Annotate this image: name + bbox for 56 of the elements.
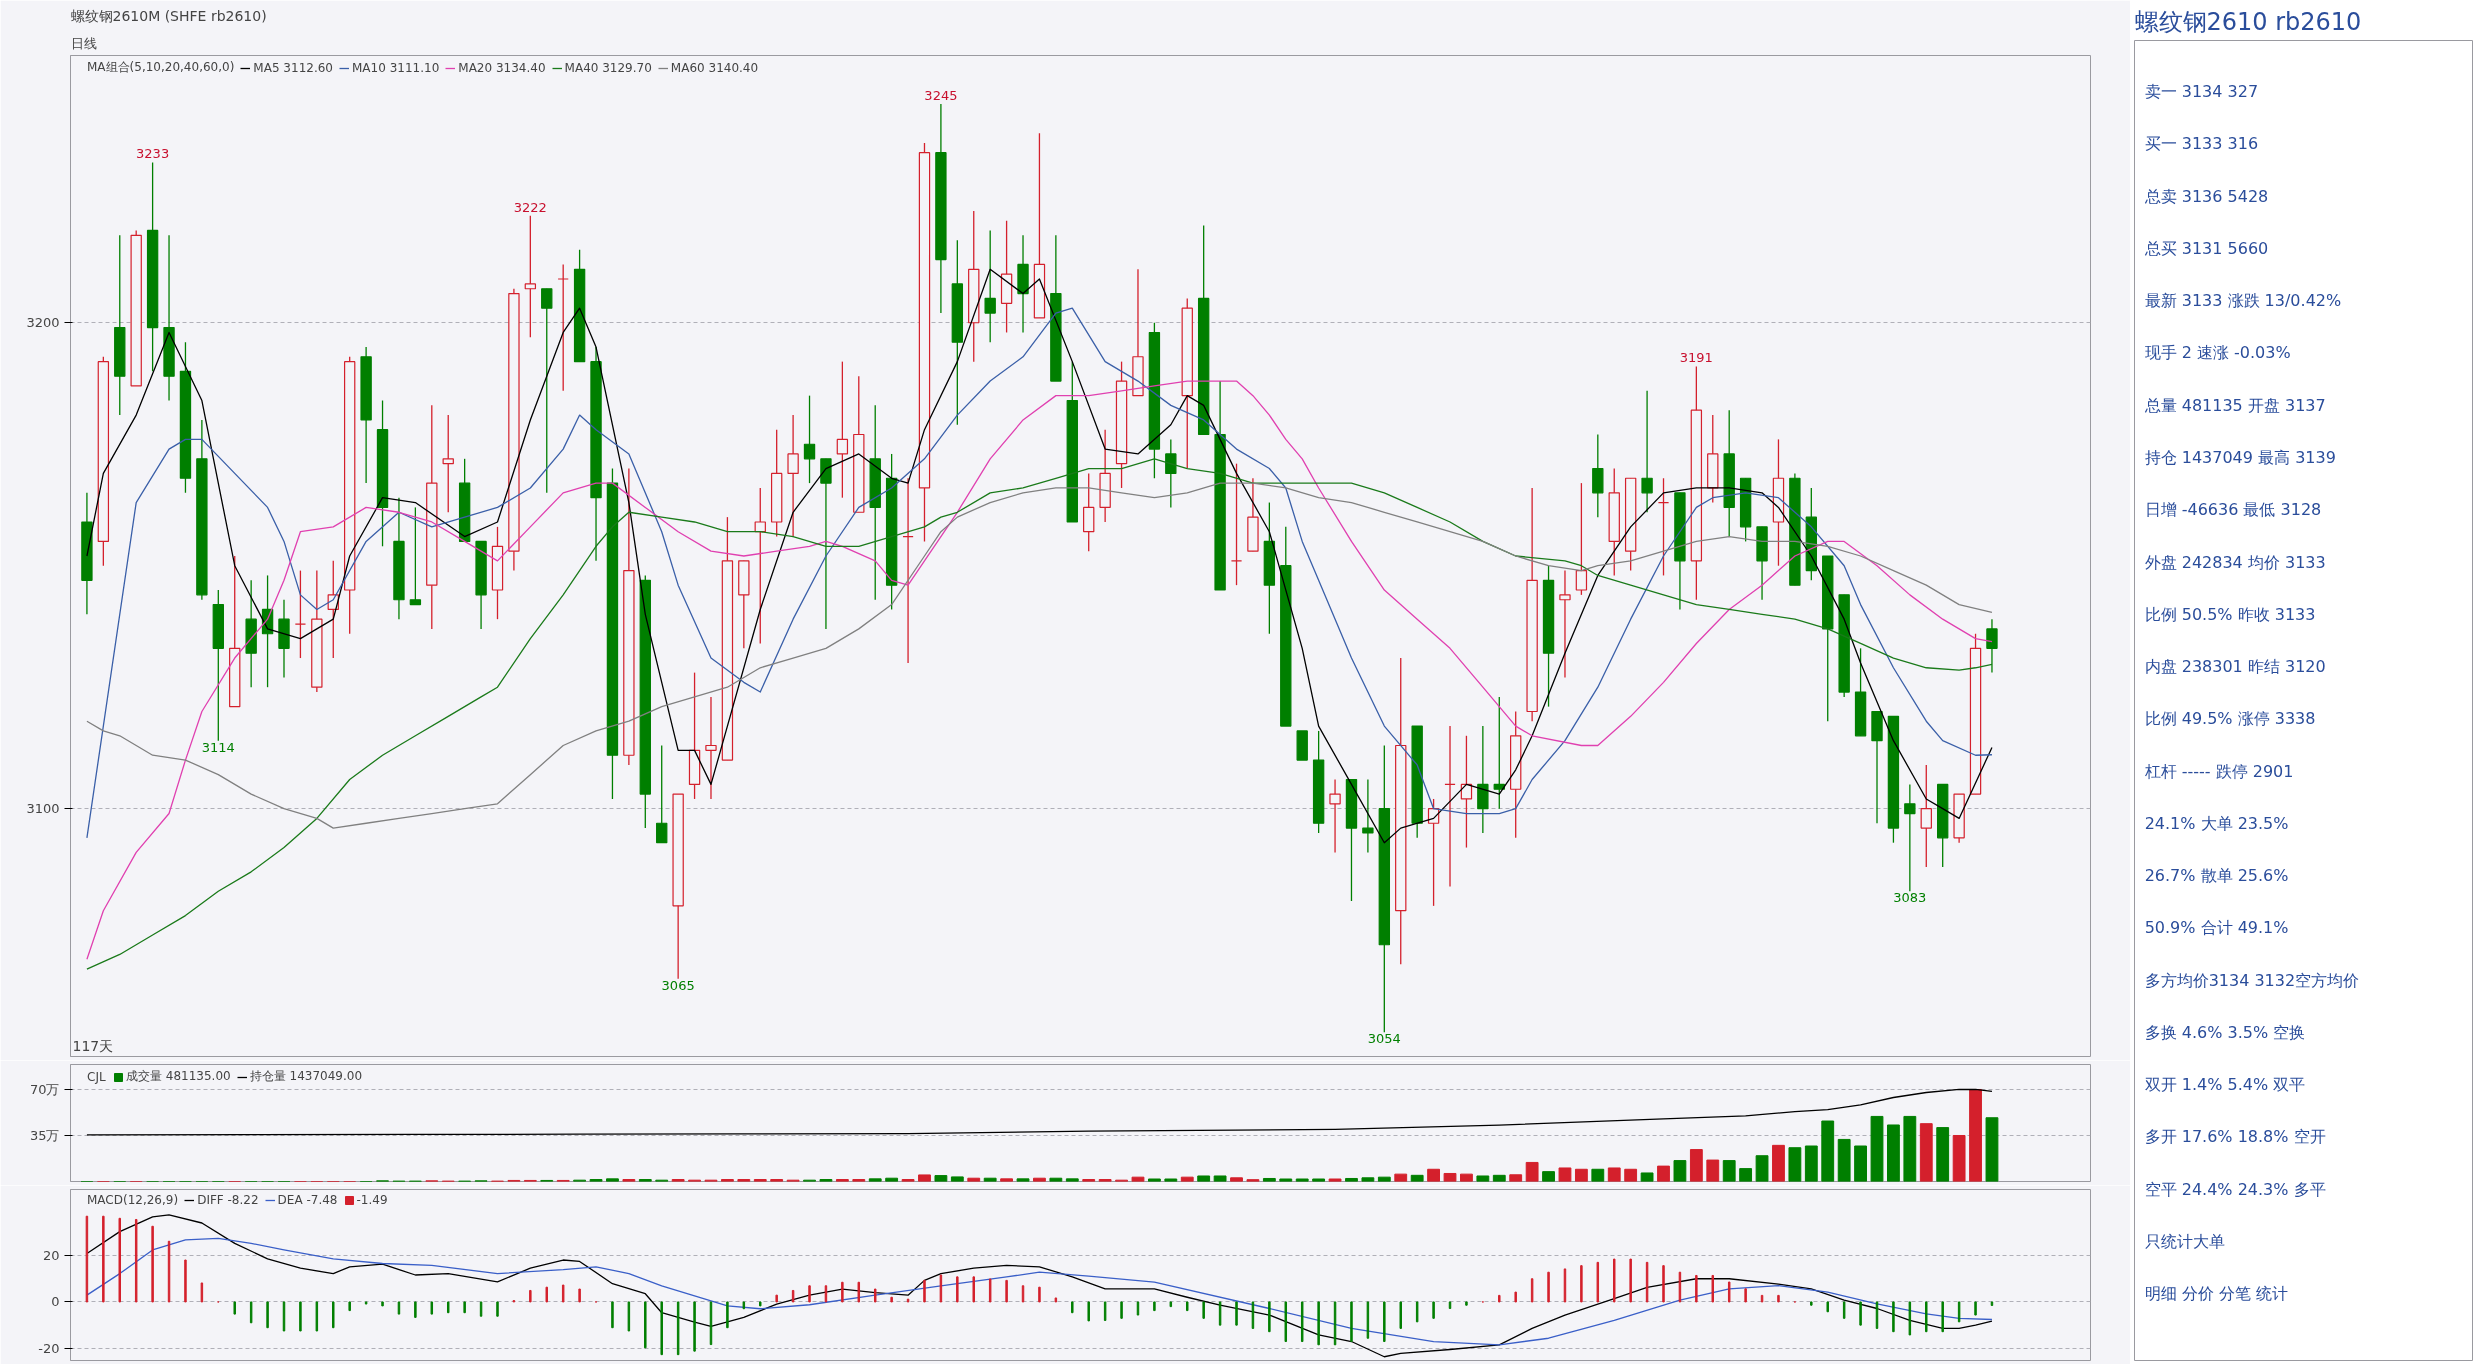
legend-title: CJL — [87, 1069, 107, 1084]
text: 螺纹钢2610 rb2610 — [2134, 7, 2362, 36]
annotation: 3191 — [1679, 350, 1713, 366]
text: 总买 3131 5660 — [2143, 238, 2269, 258]
legend-title: MA组合(5,10,20,40,60,0) — [87, 59, 235, 76]
y-tick-label: 0 — [51, 1294, 60, 1310]
text: 明细 分价 分笔 统计 — [2144, 1284, 2288, 1304]
legend-label: DIFF -8.22 — [197, 1193, 259, 1207]
annotation: 3222 — [513, 199, 547, 215]
y-tick-label: 20 — [42, 1247, 60, 1263]
y-tick-label: 70万 — [29, 1081, 60, 1097]
annotation: 3083 — [1893, 890, 1927, 906]
chart-title: 螺纹钢2610M (SHFE rb2610) — [70, 7, 267, 24]
legend-label: 成交量 481135.00 — [126, 1068, 231, 1085]
text: 买一 3133 316 — [2144, 134, 2259, 154]
text: 多开 17.6% 18.8% 空开 — [2144, 1127, 2326, 1147]
text: 现手 2 速涨 -0.03% — [2144, 343, 2291, 363]
legend-label: 持仓量 1437049.00 — [249, 1068, 363, 1085]
text: 外盘 242834 均价 3133 — [2144, 552, 2326, 572]
legend-label: MA60 3140.40 — [670, 60, 759, 75]
annotation: 3245 — [924, 88, 958, 104]
text: 只统计大单 — [2144, 1231, 2225, 1251]
text: 日增 -46636 最低 3128 — [2144, 500, 2322, 520]
annotation: 3054 — [1367, 1031, 1401, 1047]
y-tick-label: -20 — [38, 1341, 60, 1357]
text: 比例 50.5% 昨收 3133 — [2144, 604, 2316, 624]
legend-label: DEA -7.48 — [277, 1193, 338, 1207]
legend-label: MA5 3112.60 — [253, 60, 333, 75]
text: 卖一 3134 327 — [2144, 82, 2259, 102]
y-tick-label: 3200 — [26, 315, 60, 331]
annotation: 3065 — [661, 977, 695, 993]
text: 比例 49.5% 涨停 3338 — [2144, 709, 2316, 729]
text: 内盘 238301 昨结 3120 — [2144, 657, 2326, 677]
y-tick-label: 3100 — [26, 801, 60, 817]
text: 50.9% 合计 49.1% — [2144, 918, 2289, 938]
text: 多方均价3134 3132空方均价 — [2144, 970, 2360, 990]
text: 双开 1.4% 5.4% 双平 — [2144, 1075, 2306, 1095]
text: 杠杆 ----- 跌停 2901 — [2143, 761, 2294, 781]
annotation: 117天 — [72, 1037, 114, 1054]
legend-title: MACD(12,26,9) — [87, 1193, 179, 1207]
text: 最新 3133 涨跌 13/0.42% — [2144, 291, 2342, 311]
text: 多换 4.6% 3.5% 空换 — [2144, 1022, 2306, 1042]
text: 空平 24.4% 24.3% 多平 — [2144, 1179, 2326, 1199]
annotation: 3114 — [201, 739, 235, 755]
chart-subtitle: 日线 — [70, 35, 97, 51]
text: 总量 481135 开盘 3137 — [2143, 395, 2326, 415]
text: 24.1% 大单 23.5% — [2144, 813, 2289, 833]
annotation: 3233 — [136, 146, 170, 162]
legend-label: MA20 3134.40 — [458, 60, 546, 75]
text: 持仓 1437049 最高 3139 — [2144, 447, 2336, 467]
legend-label: -1.49 — [356, 1193, 388, 1207]
legend-label: MA10 3111.10 — [352, 60, 440, 75]
text: 26.7% 散单 25.6% — [2144, 866, 2289, 886]
y-tick-label: 35万 — [29, 1127, 60, 1143]
legend-label: MA40 3129.70 — [564, 60, 652, 75]
text: 总卖 3136 5428 — [2143, 186, 2269, 206]
